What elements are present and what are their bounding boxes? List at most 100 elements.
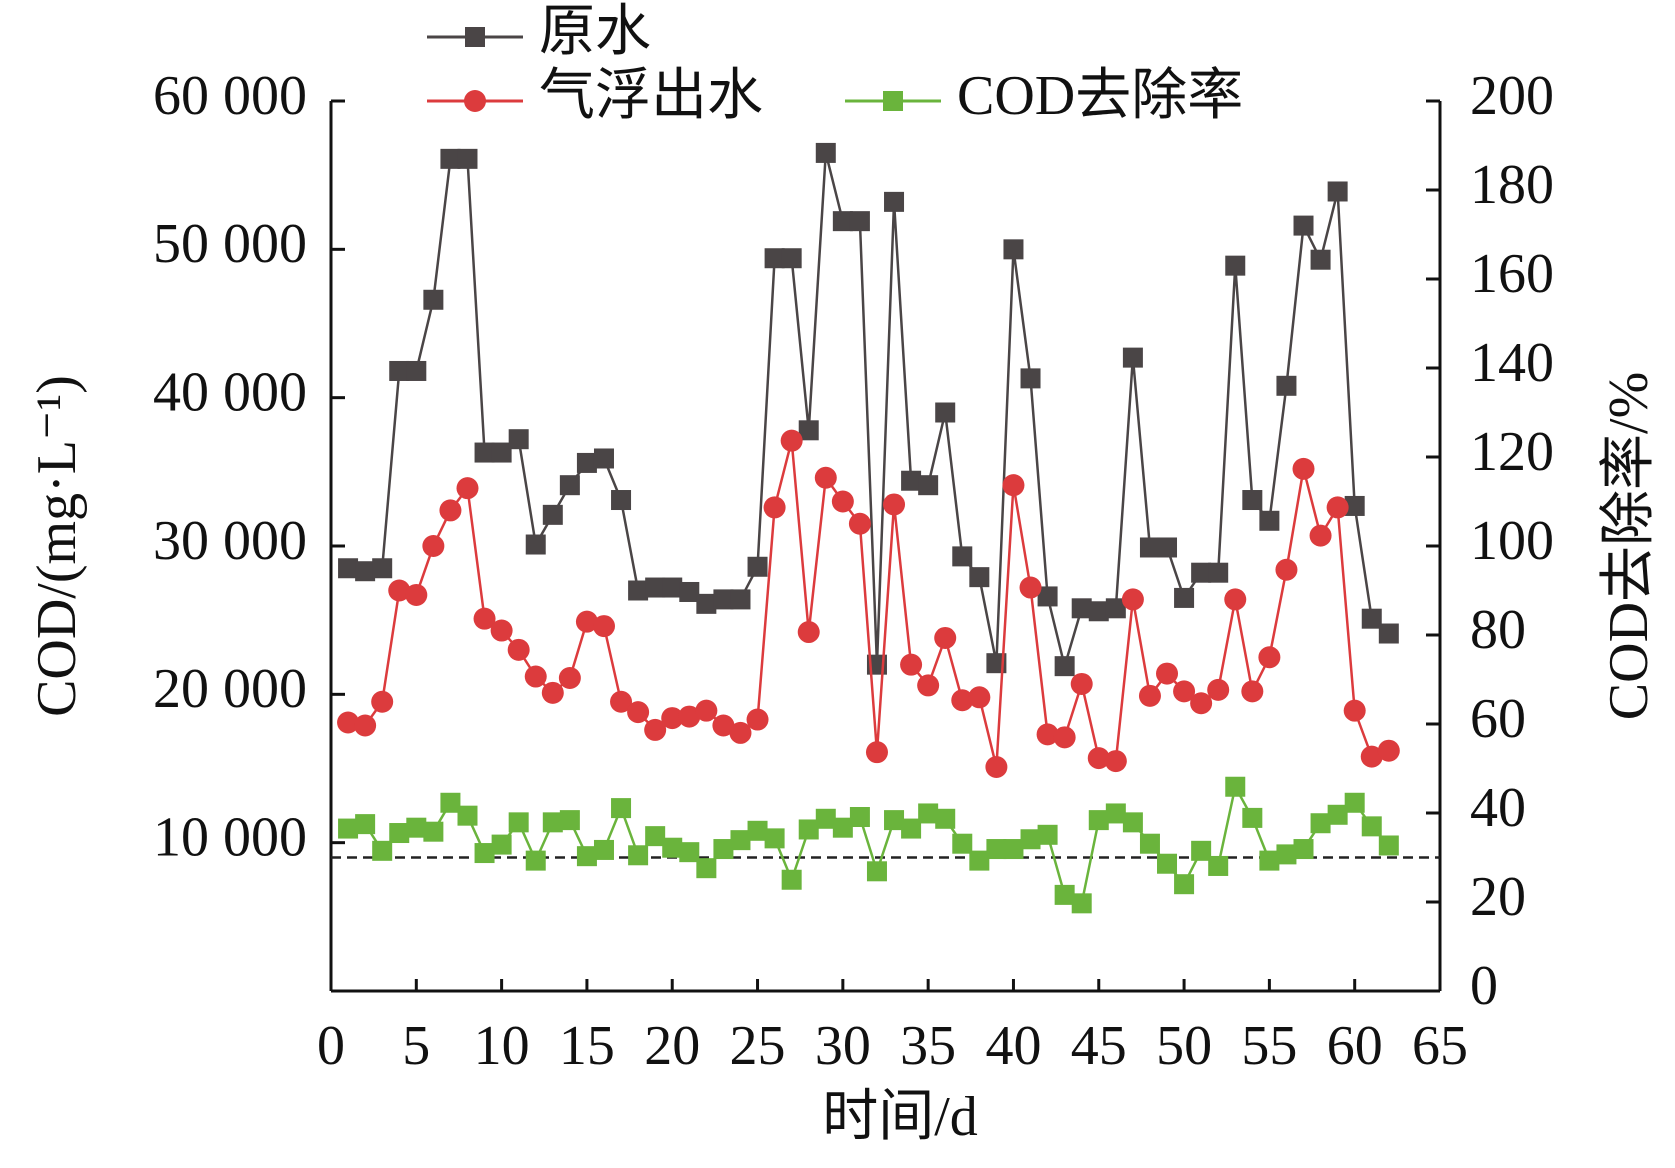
data-point — [592, 615, 615, 638]
data-point — [1361, 816, 1382, 837]
data-point — [423, 821, 444, 842]
data-point — [1190, 692, 1213, 715]
data-point — [764, 248, 785, 269]
data-point — [611, 798, 632, 819]
data-point — [781, 869, 802, 890]
y-tick-label: 40 000 — [153, 362, 307, 424]
data-point — [1020, 368, 1041, 389]
legend-marker — [464, 90, 486, 112]
data-point — [1139, 537, 1160, 558]
y2-tick-label: 140 — [1470, 332, 1554, 394]
data-point — [405, 583, 428, 606]
data-point — [1225, 255, 1246, 276]
data-point — [678, 705, 701, 728]
x-axis-label: 时间/d — [822, 1086, 978, 1148]
legend-label: 气浮出水 — [539, 65, 763, 127]
data-point — [508, 429, 529, 450]
data-point — [593, 839, 614, 860]
data-point — [389, 823, 410, 844]
x-tick-label: 25 — [730, 1015, 786, 1077]
data-point — [798, 819, 819, 840]
data-point — [491, 834, 512, 855]
y2-tick-label: 40 — [1470, 777, 1526, 839]
data-point — [695, 699, 718, 722]
data-point — [372, 840, 393, 861]
data-point — [952, 833, 973, 854]
data-point — [662, 577, 683, 598]
data-point — [1207, 678, 1230, 701]
x-tick-label: 55 — [1241, 1015, 1297, 1077]
data-point — [542, 504, 563, 525]
y-tick-label: 20 000 — [153, 658, 307, 720]
data-point — [831, 490, 854, 513]
y2-tick-label: 0 — [1470, 955, 1498, 1017]
data-point — [746, 708, 769, 731]
data-point — [610, 690, 633, 713]
data-point — [1037, 586, 1058, 607]
data-point — [712, 714, 735, 737]
data-point — [849, 211, 870, 232]
data-point — [1360, 745, 1383, 768]
data-point — [969, 850, 990, 871]
data-point — [1088, 810, 1109, 831]
data-point — [747, 820, 768, 841]
data-point — [558, 667, 581, 690]
data-point — [628, 580, 649, 601]
data-point — [1327, 181, 1348, 202]
data-point — [1377, 739, 1400, 762]
data-point — [645, 826, 666, 847]
data-point — [628, 845, 649, 866]
data-point — [456, 477, 479, 500]
data-point — [1037, 824, 1058, 845]
data-point — [1157, 853, 1178, 874]
data-point — [1344, 495, 1365, 516]
data-point — [439, 499, 462, 522]
y2-tick-label: 100 — [1470, 510, 1554, 572]
data-point — [832, 817, 853, 838]
data-point — [900, 653, 923, 676]
data-point — [951, 689, 974, 712]
data-point — [1225, 776, 1246, 797]
data-point — [406, 360, 427, 381]
data-point — [781, 248, 802, 269]
data-point — [729, 721, 752, 744]
data-point — [901, 818, 922, 839]
data-point — [1208, 562, 1229, 583]
data-point — [1122, 347, 1143, 368]
x-tick-label: 15 — [559, 1015, 615, 1077]
data-point — [1157, 537, 1178, 558]
data-point — [1019, 576, 1042, 599]
data-point — [1174, 874, 1195, 895]
data-point — [372, 558, 393, 579]
data-point — [815, 808, 836, 829]
data-point — [355, 814, 376, 835]
data-point — [559, 475, 580, 496]
legend-marker — [883, 91, 903, 111]
data-point — [832, 211, 853, 232]
data-point — [918, 475, 939, 496]
y2-tick-label: 120 — [1470, 421, 1554, 483]
data-point — [1275, 558, 1298, 581]
y2-tick-label: 180 — [1470, 154, 1554, 216]
data-point — [576, 452, 597, 473]
y-tick-label: 10 000 — [153, 807, 307, 869]
data-point — [490, 619, 513, 642]
data-point — [918, 803, 939, 824]
data-point — [337, 711, 360, 734]
data-point — [1053, 726, 1076, 749]
data-point — [1003, 839, 1024, 860]
y2-tick-label: 20 — [1470, 866, 1526, 928]
data-point — [338, 818, 359, 839]
y-tick-label: 30 000 — [153, 510, 307, 572]
data-point — [848, 512, 871, 535]
data-point — [645, 577, 666, 598]
data-point — [491, 442, 512, 463]
x-tick-label: 20 — [644, 1015, 700, 1077]
data-point — [474, 843, 495, 864]
data-point — [764, 828, 785, 849]
x-tick-label: 50 — [1156, 1015, 1212, 1077]
data-point — [1002, 474, 1025, 497]
data-point — [1242, 807, 1263, 828]
x-tick-label: 65 — [1412, 1015, 1468, 1077]
data-point — [1156, 662, 1179, 685]
